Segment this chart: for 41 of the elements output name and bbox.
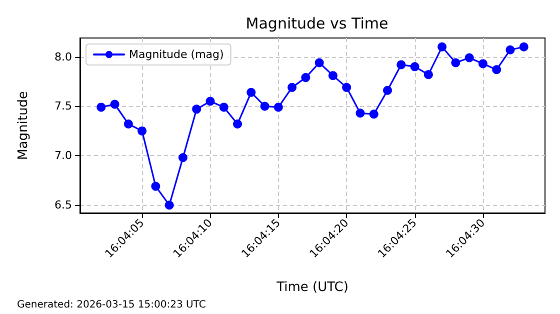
- point: [451, 58, 460, 68]
- point: [124, 120, 133, 129]
- point: [356, 108, 365, 118]
- point: [260, 102, 270, 111]
- point: [383, 86, 392, 95]
- y-tick-label: 7.0: [54, 149, 72, 162]
- x-axis-title: Time (UTC): [276, 280, 348, 295]
- point: [519, 42, 528, 52]
- point: [314, 58, 324, 68]
- point: [424, 70, 433, 80]
- point: [151, 182, 160, 191]
- point: [219, 102, 228, 112]
- point: [246, 88, 256, 97]
- legend-label: Magnitude (mag): [129, 48, 224, 61]
- point: [164, 200, 174, 210]
- y-axis-title: Magnitude: [16, 91, 31, 160]
- point: [138, 126, 147, 136]
- point: [396, 60, 406, 70]
- point: [342, 82, 352, 92]
- point: [233, 120, 242, 129]
- point: [506, 45, 515, 54]
- point: [464, 53, 474, 62]
- y-tick-label: 6.5: [54, 198, 72, 212]
- point: [178, 153, 188, 162]
- point: [410, 62, 420, 72]
- y-tick-label: 8.0: [54, 50, 72, 64]
- point: [369, 110, 378, 119]
- point: [206, 96, 215, 106]
- point: [96, 102, 106, 112]
- point: [288, 82, 297, 92]
- point: [274, 102, 283, 112]
- point: [192, 104, 202, 114]
- point: [478, 59, 488, 68]
- point: [492, 65, 502, 74]
- point: [328, 71, 338, 80]
- point: [301, 73, 310, 82]
- y-tick-label: 7.5: [54, 100, 72, 113]
- chart-title: Magnitude vs Time: [246, 14, 388, 32]
- text: Generated: 2026-03-15 15:00:23 UTC: [17, 300, 206, 310]
- point: [438, 42, 447, 52]
- point: [110, 100, 120, 109]
